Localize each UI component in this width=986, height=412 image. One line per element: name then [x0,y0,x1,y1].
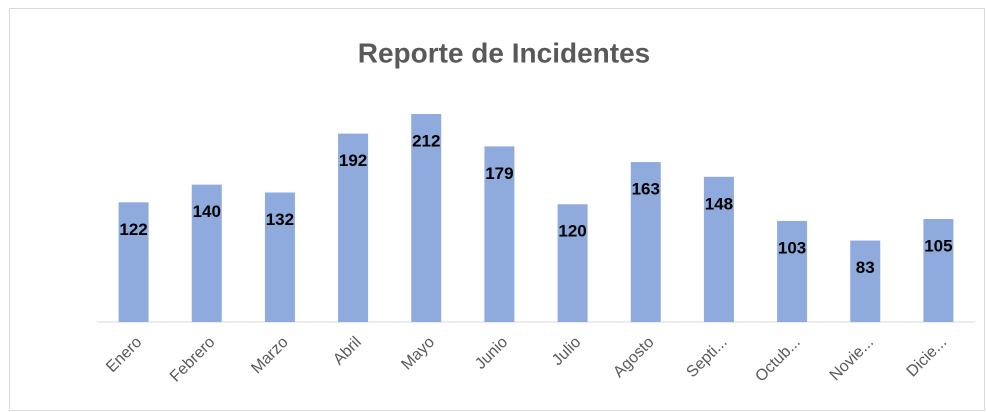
bar [777,220,808,322]
data-label: 140 [193,202,221,221]
bar [264,192,295,322]
data-label: 148 [705,194,733,213]
data-label: 120 [558,222,586,241]
data-label: 122 [119,220,147,239]
bar [191,184,222,322]
bar [850,240,881,322]
bar [630,162,661,322]
data-label: 212 [412,131,440,150]
data-label: 192 [339,151,367,170]
data-label: 163 [632,180,660,199]
bar [338,133,369,322]
data-label: 103 [778,238,806,257]
bar [118,202,149,322]
bar [411,114,442,322]
bar [923,218,954,322]
data-label: 105 [924,236,952,255]
chart-title: Reporte de Incidentes [358,37,651,68]
data-label: 132 [266,210,294,229]
bar [557,204,588,322]
bar [484,146,515,322]
data-label: 179 [485,164,513,183]
data-label: 83 [856,258,875,277]
bar [703,176,734,322]
